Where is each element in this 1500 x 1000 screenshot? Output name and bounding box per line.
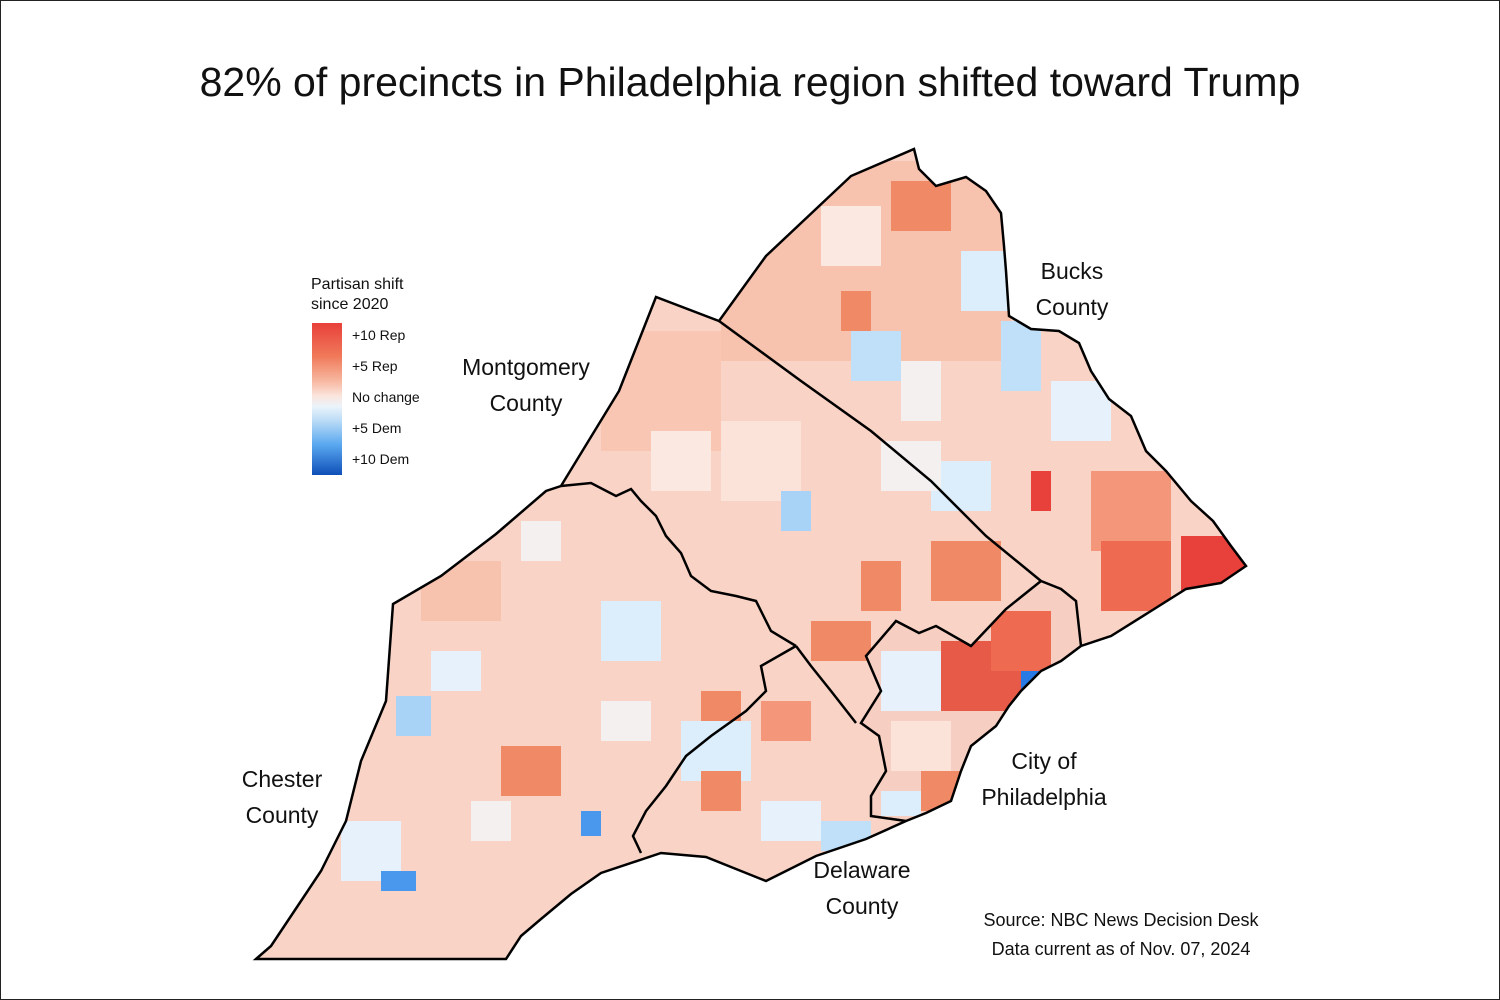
- precinct-fill-layer: [256, 149, 1246, 959]
- border-bucks-montgomery: [718, 319, 1042, 582]
- county-label-philadelphia: City of Philadelphia: [981, 748, 1107, 810]
- source-note: Source: NBC News Decision Desk Data curr…: [941, 906, 1301, 964]
- legend-tick-neutral: No change: [342, 389, 420, 405]
- legend: Partisan shift since 2020 +10 Rep +5 Rep…: [311, 275, 511, 475]
- county-label-delaware: Delaware County: [813, 857, 910, 919]
- border-montgomery-chester: [560, 481, 797, 648]
- county-label-bucks: Bucks County: [1036, 258, 1109, 320]
- legend-tick-rep10: +10 Rep: [341, 327, 406, 343]
- county-label-chester: Chester County: [242, 766, 323, 828]
- border-montgomery-delaware: [795, 645, 857, 724]
- county-label-montgomery: Montgomery County: [462, 354, 590, 416]
- legend-title-line2: since 2020: [311, 296, 389, 313]
- region-outline: [252, 147, 1248, 961]
- map-title: 82% of precincts in Philadelphia region …: [199, 59, 1301, 105]
- data-date-line: Data current as of Nov. 07, 2024: [991, 939, 1251, 959]
- legend-body: +10 Rep +5 Rep No change +5 Dem +10 Dem: [311, 323, 511, 475]
- border-philadelphia: [859, 579, 1083, 823]
- source-line: Source: NBC News Decision Desk: [983, 910, 1259, 930]
- border-chester-delaware: [631, 644, 797, 854]
- legend-tick-dem10: +10 Dem: [341, 451, 410, 467]
- legend-title: Partisan shift since 2020: [311, 275, 511, 315]
- legend-color-bar: [312, 323, 342, 475]
- legend-tick-rep5: +5 Rep: [342, 358, 398, 374]
- legend-title-line1: Partisan shift: [311, 276, 404, 293]
- legend-tick-dem5: +5 Dem: [341, 420, 402, 436]
